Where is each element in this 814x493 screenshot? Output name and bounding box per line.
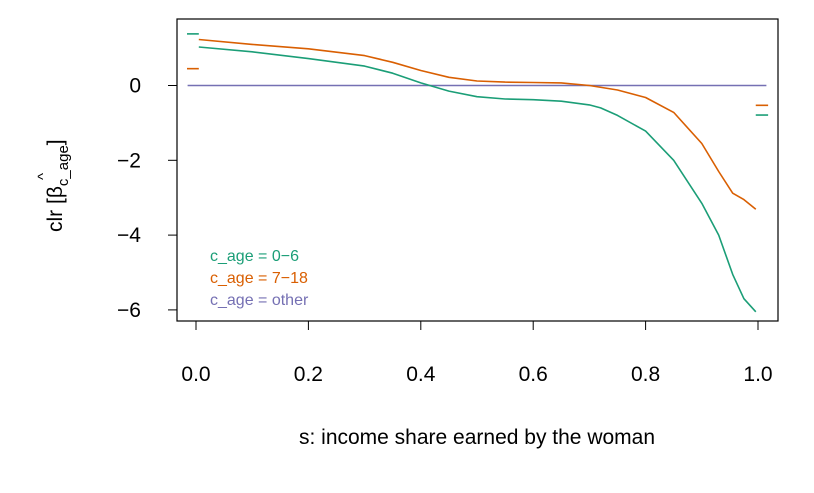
y-label-hat: ^ [35, 173, 52, 180]
x-tick-label: 0.0 [181, 363, 210, 386]
series-line-1 [198, 38, 757, 210]
plot-area [187, 33, 769, 313]
x-axis-label: s: income share earned by the woman [299, 426, 655, 449]
y-label-close: ] [44, 139, 67, 145]
y-axis: −6 −4 −2 0 [117, 75, 178, 322]
y-tick-label: 0 [129, 75, 141, 98]
x-tick-label: 0.8 [631, 363, 660, 386]
x-axis: 0.0 0.2 0.4 0.6 0.8 1.0 [181, 320, 773, 386]
y-tick-label: −6 [117, 299, 141, 322]
legend-entry: c_age = 7−18 [210, 270, 308, 287]
x-tick-label: 0.6 [519, 363, 548, 386]
y-tick-label: −2 [117, 149, 141, 172]
y-tick-label: −4 [117, 224, 141, 247]
legend-entry: c_age = other [210, 292, 309, 309]
legend: c_age = 0−6 c_age = 7−18 c_age = other [210, 248, 309, 309]
legend-entry: c_age = 0−6 [210, 248, 299, 265]
y-label-main: clr [ [44, 198, 67, 232]
x-tick-label: 1.0 [743, 363, 772, 386]
y-label-subscript: c_age [55, 145, 72, 186]
y-axis-label: clr [βc_age] ^ [35, 139, 72, 232]
series-line-0 [198, 46, 757, 313]
y-label-text: clr [βc_age] [44, 139, 72, 232]
y-label-symbol: β [44, 186, 67, 198]
x-tick-label: 0.4 [406, 363, 436, 386]
x-tick-label: 0.2 [294, 363, 323, 386]
